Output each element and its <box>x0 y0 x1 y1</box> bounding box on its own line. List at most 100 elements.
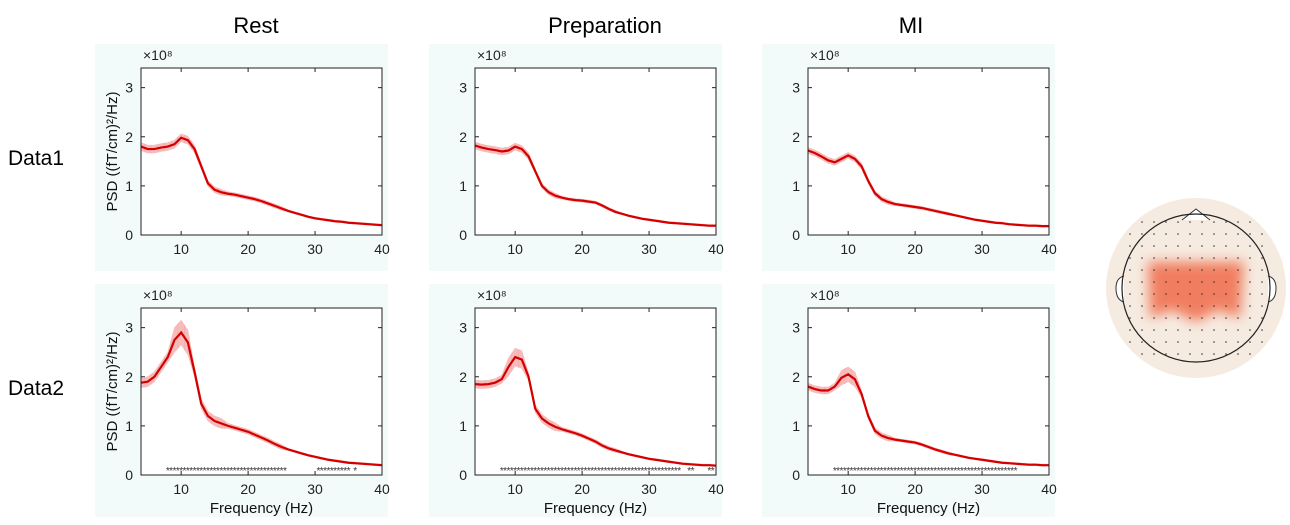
x-tick-label: 40 <box>708 481 724 497</box>
y-tick-label: 2 <box>792 369 800 385</box>
significance-marker: * <box>543 466 547 477</box>
significance-marker: * <box>166 466 170 477</box>
sensor-dot <box>1213 257 1215 259</box>
sensor-dot <box>1213 329 1215 331</box>
significance-marker: * <box>920 466 924 477</box>
significance-marker: * <box>243 466 247 477</box>
sensor-dot <box>1153 329 1155 331</box>
sensor-dot <box>1177 245 1179 247</box>
axes-frame <box>474 67 717 236</box>
sensor-dot <box>1249 341 1251 343</box>
significance-marker: * <box>520 466 524 477</box>
significance-marker: * <box>239 466 243 477</box>
sensor-dot <box>1225 293 1227 295</box>
sensor-dot <box>1237 269 1239 271</box>
significance-marker: * <box>840 466 844 477</box>
sensor-dot <box>1165 341 1167 343</box>
significance-marker: * <box>236 466 240 477</box>
significance-marker: * <box>193 466 197 477</box>
significance-marker: * <box>927 466 931 477</box>
y-tick-label: 3 <box>792 320 800 336</box>
plot-area <box>141 68 382 235</box>
significance-marker: * <box>276 466 280 477</box>
y-tick-label: 2 <box>459 369 467 385</box>
x-tick-label: 20 <box>240 481 256 497</box>
significance-marker: * <box>957 466 961 477</box>
axes-frame <box>807 67 1050 236</box>
significance-marker: * <box>326 466 330 477</box>
sensor-dot <box>1237 245 1239 247</box>
significance-marker: * <box>179 466 183 477</box>
significance-marker: * <box>337 466 341 477</box>
significance-marker: * <box>553 466 557 477</box>
head-outline <box>1121 213 1271 363</box>
y-multiplier: ×10⁸ <box>477 287 507 303</box>
sensor-dot <box>1201 341 1203 343</box>
significance-marker: * <box>617 466 621 477</box>
sensor-dot <box>1165 293 1167 295</box>
sensor-dot <box>1177 257 1179 259</box>
significance-marker: * <box>833 466 837 477</box>
significance-marker: * <box>196 466 200 477</box>
y-tick-label: 3 <box>459 80 467 96</box>
sensor-dot <box>1189 245 1191 247</box>
significance-marker: * <box>880 466 884 477</box>
sensor-dot <box>1177 281 1179 283</box>
significance-marker: * <box>527 466 531 477</box>
x-tick-label: 40 <box>374 481 390 497</box>
sensor-dot <box>1177 329 1179 331</box>
psd-line <box>140 330 383 467</box>
x-tick-label: 10 <box>507 241 523 257</box>
significance-marker: * <box>283 466 287 477</box>
significance-marker: * <box>266 466 270 477</box>
significance-marker: * <box>671 466 675 477</box>
significance-marker: * <box>340 466 344 477</box>
significance-marker: * <box>169 466 173 477</box>
y-tick-label: 1 <box>459 418 467 434</box>
y-axis-label: PSD ((fT/cm)²/Hz) <box>104 92 121 212</box>
significance-marker: * <box>896 466 900 477</box>
y-tick-label: 0 <box>125 467 133 483</box>
significance-marker: * <box>970 466 974 477</box>
sensor-dot <box>1153 221 1155 223</box>
sensor-dot <box>1237 353 1239 355</box>
significance-marker: * <box>577 466 581 477</box>
sensor-dot <box>1213 281 1215 283</box>
sensor-dot <box>1237 293 1239 295</box>
sensor-dot <box>1237 233 1239 235</box>
significance-marker: * <box>510 466 514 477</box>
sensor-dot <box>1153 257 1155 259</box>
significance-marker: * <box>990 466 994 477</box>
sensor-dot <box>1165 305 1167 307</box>
panel: 0 1 2 3 10 20 30 40 ×10⁸ <box>762 44 1057 271</box>
axes-frame <box>474 307 717 476</box>
significance-marker: * <box>563 466 567 477</box>
sensor-dot <box>1189 317 1191 319</box>
sensor-dot <box>1201 221 1203 223</box>
y-tick-label: 3 <box>459 320 467 336</box>
x-axis-label: Frequency (Hz) <box>544 500 647 517</box>
sensor-dot <box>1177 341 1179 343</box>
sensor-dot <box>1153 281 1155 283</box>
significance-marker: * <box>647 466 651 477</box>
sensor-dot <box>1261 305 1263 307</box>
y-tick-label: 2 <box>125 129 133 145</box>
sensor-dot <box>1261 293 1263 295</box>
sensor-dot <box>1165 245 1167 247</box>
psd-line <box>140 136 383 227</box>
significance-marker: * <box>260 466 264 477</box>
x-tick-label: 30 <box>974 241 990 257</box>
sensor-dot <box>1177 221 1179 223</box>
significance-marker: * <box>570 466 574 477</box>
significance-marker: * <box>850 466 854 477</box>
sensor-dot <box>1189 353 1191 355</box>
significance-marker: * <box>189 466 193 477</box>
sensor-dot <box>1165 317 1167 319</box>
significance-marker: * <box>1007 466 1011 477</box>
significance-marker: * <box>886 466 890 477</box>
psd-line <box>807 373 1049 467</box>
significance-marker: * <box>660 466 664 477</box>
significance-marker: * <box>580 466 584 477</box>
sensor-dot <box>1129 293 1131 295</box>
sensor-dot <box>1201 353 1203 355</box>
